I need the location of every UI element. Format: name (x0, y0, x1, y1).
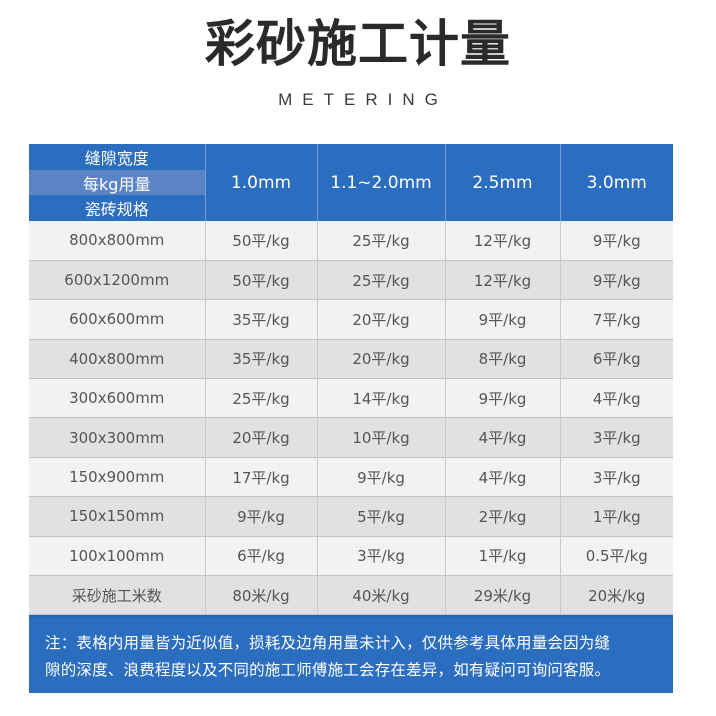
corner-label-tile-spec: 瓷砖规格 (84, 200, 149, 220)
value-cell: 12平/kg (445, 221, 561, 261)
value-cell: 9平/kg (205, 496, 318, 537)
value-cell: 12平/kg (445, 260, 561, 301)
column-header-2-5mm: 2.5mm (445, 144, 561, 221)
value-cell: 6平/kg (560, 339, 673, 380)
value-cell: 14平/kg (317, 378, 446, 419)
note-line-2: 隙的深度、浪费程度以及不同的施工师傅施工会存在差异，如有疑问可询问客服。 (45, 661, 611, 679)
disclaimer-note: 注：表格内用量皆为近似值，损耗及边角用量未计入，仅供参考具体用量会因为缝 隙的深… (29, 615, 673, 693)
value-cell: 25平/kg (205, 378, 318, 419)
table-row: 600x600mm 35平/kg 20平/kg 9平/kg 7平/kg (29, 299, 673, 340)
value-cell: 50平/kg (205, 221, 318, 261)
value-cell: 35平/kg (205, 339, 318, 380)
value-cell: 80米/kg (205, 575, 318, 616)
table-row: 150x900mm 17平/kg 9平/kg 4平/kg 3平/kg (29, 457, 673, 498)
value-cell: 4平/kg (445, 417, 561, 458)
row-spec-cell: 800x800mm (29, 221, 206, 261)
value-cell: 6平/kg (205, 536, 318, 577)
table-body: 800x800mm 50平/kg 25平/kg 12平/kg 9平/kg 600… (29, 221, 673, 616)
value-cell: 20平/kg (317, 339, 446, 380)
value-cell: 20平/kg (205, 417, 318, 458)
value-cell: 1平/kg (560, 496, 673, 537)
value-cell: 35平/kg (205, 299, 318, 340)
page-subtitle: METERING (278, 90, 448, 109)
row-spec-cell: 150x150mm (29, 496, 206, 537)
table-row: 800x800mm 50平/kg 25平/kg 12平/kg 9平/kg (29, 221, 673, 261)
row-spec-cell: 600x600mm (29, 299, 206, 340)
value-cell: 9平/kg (317, 457, 446, 498)
page-title: 彩砂施工计量 (205, 15, 511, 73)
table-row-construction-meters: 采砂施工米数 80米/kg 40米/kg 29米/kg 20米/kg (29, 575, 673, 616)
row-spec-cell: 150x900mm (29, 457, 206, 498)
value-cell: 10平/kg (317, 417, 446, 458)
corner-header-cell: 缝隙宽度 每kg用量 瓷砖规格 (29, 144, 206, 221)
row-spec-cell: 600x1200mm (29, 260, 206, 301)
table-header: 缝隙宽度 每kg用量 瓷砖规格 1.0mm 1.1~2.0mm 2.5mm 3.… (29, 144, 673, 221)
table-row: 300x600mm 25平/kg 14平/kg 9平/kg 4平/kg (29, 378, 673, 419)
table-row: 100x100mm 6平/kg 3平/kg 1平/kg 0.5平/kg (29, 536, 673, 577)
corner-label-usage-per-kg: 每kg用量 (29, 169, 205, 196)
value-cell: 40米/kg (317, 575, 446, 616)
table-row: 400x800mm 35平/kg 20平/kg 8平/kg 6平/kg (29, 339, 673, 380)
value-cell: 17平/kg (205, 457, 318, 498)
column-header-1-0mm: 1.0mm (205, 144, 318, 221)
value-cell: 9平/kg (445, 378, 561, 419)
column-header-1-1-2-0mm: 1.1~2.0mm (317, 144, 446, 221)
value-cell: 4平/kg (560, 378, 673, 419)
value-cell: 50平/kg (205, 260, 318, 301)
value-cell: 9平/kg (560, 260, 673, 301)
value-cell: 1平/kg (445, 536, 561, 577)
row-spec-cell: 300x300mm (29, 417, 206, 458)
table-row: 300x300mm 20平/kg 10平/kg 4平/kg 3平/kg (29, 417, 673, 458)
value-cell: 29米/kg (445, 575, 561, 616)
value-cell: 3平/kg (560, 457, 673, 498)
value-cell: 9平/kg (560, 221, 673, 261)
value-cell: 25平/kg (317, 221, 446, 261)
row-spec-cell: 100x100mm (29, 536, 206, 577)
table-row: 600x1200mm 50平/kg 25平/kg 12平/kg 9平/kg (29, 260, 673, 301)
corner-label-gap-width: 缝隙宽度 (84, 148, 149, 168)
row-spec-cell: 采砂施工米数 (29, 575, 206, 616)
value-cell: 25平/kg (317, 260, 446, 301)
value-cell: 2平/kg (445, 496, 561, 537)
table-row: 150x150mm 9平/kg 5平/kg 2平/kg 1平/kg (29, 496, 673, 537)
value-cell: 4平/kg (445, 457, 561, 498)
header-row: 缝隙宽度 每kg用量 瓷砖规格 1.0mm 1.1~2.0mm 2.5mm 3.… (29, 144, 673, 221)
value-cell: 3平/kg (560, 417, 673, 458)
row-spec-cell: 400x800mm (29, 339, 206, 380)
value-cell: 5平/kg (317, 496, 446, 537)
note-line-1: 注：表格内用量皆为近似值，损耗及边角用量未计入，仅供参考具体用量会因为缝 (45, 634, 611, 652)
value-cell: 8平/kg (445, 339, 561, 380)
usage-table: 缝隙宽度 每kg用量 瓷砖规格 1.0mm 1.1~2.0mm 2.5mm 3.… (29, 144, 673, 616)
value-cell: 20米/kg (560, 575, 673, 616)
value-cell: 3平/kg (317, 536, 446, 577)
value-cell: 20平/kg (317, 299, 446, 340)
value-cell: 0.5平/kg (560, 536, 673, 577)
column-header-3-0mm: 3.0mm (560, 144, 673, 221)
value-cell: 9平/kg (445, 299, 561, 340)
usage-table-container: 缝隙宽度 每kg用量 瓷砖规格 1.0mm 1.1~2.0mm 2.5mm 3.… (29, 144, 673, 616)
row-spec-cell: 300x600mm (29, 378, 206, 419)
value-cell: 7平/kg (560, 299, 673, 340)
